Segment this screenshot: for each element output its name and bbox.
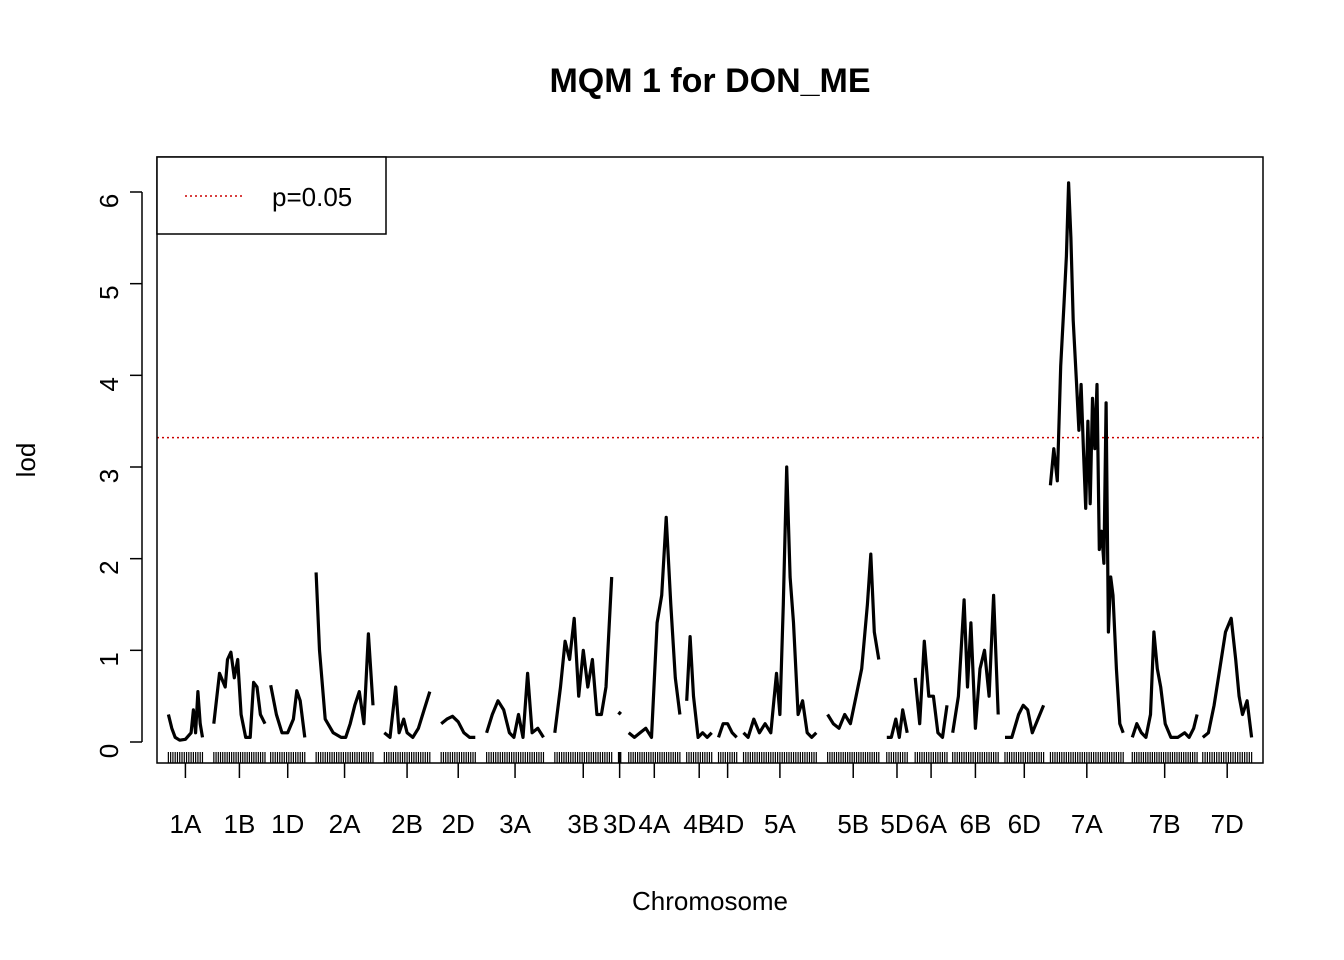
x-tick-label-1a: 1A — [170, 809, 202, 839]
y-axis: 0 1 2 3 4 5 6 — [94, 191, 143, 758]
x-tick-label-6d: 6D — [1008, 809, 1041, 839]
x-tick-label-6a: 6A — [915, 809, 947, 839]
lod-line-6d — [1005, 703, 1046, 740]
y-tick-label: 1 — [94, 652, 124, 666]
lod-line-6b — [951, 593, 1000, 734]
lod-line-3b — [553, 576, 614, 733]
x-tick-label-6b: 6B — [960, 809, 992, 839]
lod-line-2b — [383, 685, 432, 740]
x-tick-label-1d: 1D — [271, 809, 304, 839]
x-tick-label-4b: 4B — [683, 809, 715, 839]
lod-line-7a — [1048, 181, 1125, 734]
x-tick-label-2a: 2A — [329, 809, 361, 839]
lod-series — [166, 181, 1254, 742]
lod-line-2a — [314, 572, 375, 740]
y-tick-label: 2 — [94, 560, 124, 574]
x-tick-label-4a: 4A — [638, 809, 670, 839]
x-tick-label-2d: 2D — [442, 809, 475, 839]
lod-line-1b — [212, 650, 267, 740]
plot-frame — [156, 156, 1264, 764]
lod-line-5a — [742, 465, 818, 740]
lod-line-5d — [886, 708, 909, 740]
lod-line-1a — [166, 689, 205, 742]
x-tick-label-1b: 1B — [224, 809, 256, 839]
lod-line-5b — [826, 552, 881, 730]
y-tick-label: 0 — [94, 744, 124, 758]
lod-line-4d — [716, 722, 738, 739]
legend: p=0.05 — [156, 156, 387, 235]
chart-title: MQM 1 for DON_ME — [549, 62, 870, 100]
x-tick-label-3d: 3D — [603, 809, 636, 839]
lod-line-2d — [440, 714, 476, 740]
x-axis-label: Chromosome — [632, 886, 788, 916]
y-tick-label: 5 — [94, 285, 124, 299]
x-tick-label-2b: 2B — [391, 809, 423, 839]
y-axis-label: lod — [11, 443, 41, 478]
lod-line-3d — [617, 710, 623, 716]
legend-label: p=0.05 — [272, 182, 352, 212]
lod-line-4a — [627, 515, 682, 740]
lod-line-4b — [685, 634, 713, 740]
lod-line-6a — [913, 639, 949, 740]
lod-line-7d — [1201, 616, 1254, 739]
x-tick-label-5d: 5D — [880, 809, 913, 839]
x-tick-label-7b: 7B — [1149, 809, 1181, 839]
x-tick-label-4d: 4D — [711, 809, 744, 839]
x-tick-label-3a: 3A — [499, 809, 531, 839]
x-tick-label-7d: 7D — [1211, 809, 1244, 839]
lod-line-3a — [485, 671, 545, 740]
marker-rug — [167, 752, 1253, 763]
x-tick-label-5a: 5A — [764, 809, 796, 839]
x-tick-label-5b: 5B — [837, 809, 869, 839]
lod-line-1d — [269, 684, 307, 738]
y-tick-label: 3 — [94, 469, 124, 483]
y-tick-label: 4 — [94, 377, 124, 391]
lod-line-7b — [1130, 630, 1199, 740]
x-tick-label-7a: 7A — [1071, 809, 1103, 839]
y-tick-label: 6 — [94, 194, 124, 208]
x-tick-label-3b: 3B — [567, 809, 599, 839]
